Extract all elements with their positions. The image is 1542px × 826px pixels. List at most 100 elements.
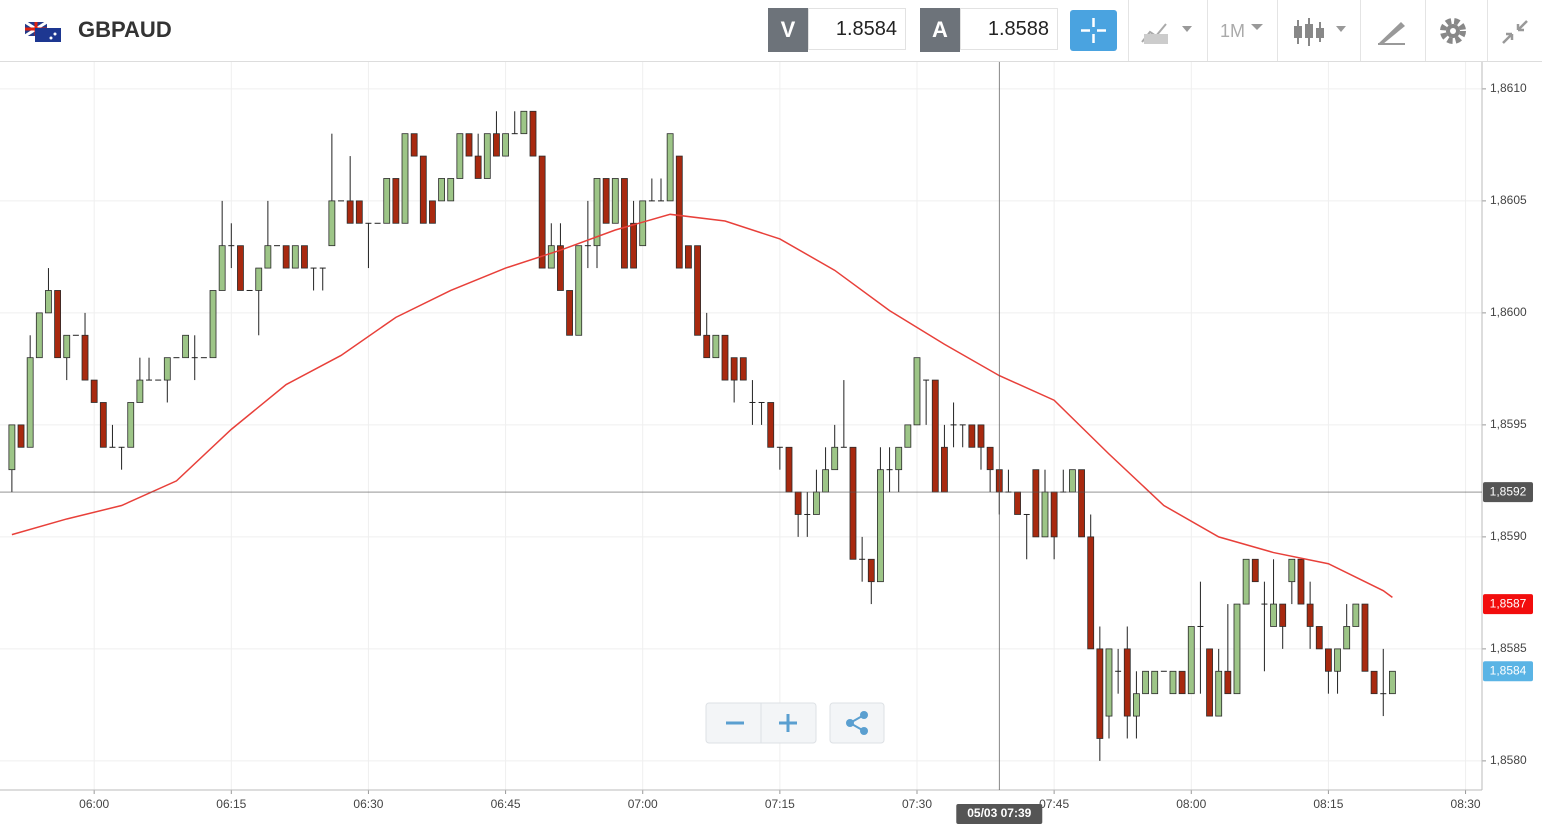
candle-body: [621, 178, 628, 269]
candle-body: [520, 110, 528, 135]
candle-body: [794, 491, 802, 515]
y-tick-label: 1,8580: [1490, 753, 1527, 767]
candle-body: [1297, 558, 1305, 605]
candle-body: [1306, 603, 1314, 627]
separator: [1207, 0, 1208, 61]
share-box: [829, 702, 885, 744]
bid-price: 1.8584: [808, 8, 906, 50]
drawing-tool-button[interactable]: [1375, 18, 1407, 46]
ask-price: 1.8588: [960, 8, 1058, 50]
candle-body: [45, 290, 52, 314]
candle-body: [136, 379, 144, 403]
candle-body: [1288, 558, 1296, 583]
candle-body: [301, 245, 308, 269]
candle-body: [456, 133, 464, 179]
candle-body: [237, 245, 244, 291]
candle-body: [730, 357, 738, 381]
price-marker-label: 1,8587: [1490, 596, 1527, 610]
x-tick-label: 08:00: [1176, 797, 1206, 811]
candle-body: [1014, 491, 1021, 515]
candle-body: [209, 290, 217, 359]
candle-body: [474, 155, 482, 179]
symbol: GBPAUD: [78, 17, 172, 42]
candle-body: [1233, 603, 1241, 695]
candle-body: [355, 200, 363, 224]
separator: [1360, 0, 1361, 61]
y-tick-label: 1,8585: [1490, 641, 1527, 655]
candle-body: [419, 155, 427, 224]
candle-body: [163, 357, 171, 381]
candle-body: [1087, 536, 1095, 650]
candle-body: [931, 379, 939, 493]
candle-body: [1279, 603, 1287, 627]
crosshair-time-box: [956, 804, 1043, 824]
y-tick-label: 1,8600: [1490, 305, 1527, 319]
ask-label[interactable]: A: [920, 8, 960, 52]
y-tick-label: 1,8595: [1490, 417, 1527, 431]
candle-body: [465, 133, 473, 157]
candle-body: [575, 245, 583, 336]
candle-body: [1325, 648, 1332, 672]
candle-body: [593, 178, 601, 247]
chart: 1,8580 1,8585 1,8590 1,8595 1,8600 1,8605 1,86…: [0, 62, 1533, 824]
candle-body: [1041, 491, 1049, 538]
candle-body: [1123, 648, 1131, 717]
x-tick-label: 06:00: [79, 797, 109, 811]
candle-body: [99, 402, 107, 448]
dropdown-icon: [1251, 24, 1263, 30]
x-tick-label: 08:15: [1313, 797, 1343, 811]
candle-body: [182, 334, 189, 359]
candle-body: [1178, 670, 1186, 695]
settings-button[interactable]: [1438, 16, 1468, 46]
candle-body: [410, 133, 418, 157]
x-tick-label: 07:00: [628, 797, 658, 811]
candle-body: [1215, 670, 1223, 717]
candle-body: [1133, 693, 1140, 717]
candle-body: [493, 133, 500, 157]
candle-body: [1270, 603, 1277, 627]
zoom-in-button[interactable]: [779, 714, 797, 732]
candle-body: [557, 245, 564, 291]
candle-body: [904, 424, 912, 448]
candle-body: [941, 446, 948, 493]
candle-body: [666, 133, 674, 202]
candle-body: [447, 178, 455, 202]
price-marker-box: [1483, 482, 1533, 503]
crosshair-time-label: 05/03 07:39: [967, 806, 1031, 820]
candle-body: [721, 334, 729, 381]
candle-body: [218, 245, 226, 291]
price-marker-box: [1483, 594, 1533, 615]
candle-body: [1315, 626, 1323, 650]
candle-body: [429, 200, 436, 224]
candle-body: [81, 334, 89, 381]
candle-body: [392, 178, 400, 224]
candle-body: [877, 469, 884, 583]
candle-body: [913, 357, 921, 426]
candle-body: [895, 446, 903, 471]
timeframe-button[interactable]: 1M: [1220, 21, 1246, 41]
x-tick-label: 07:45: [1039, 797, 1069, 811]
candle-body: [785, 446, 793, 493]
candle-body: [1224, 670, 1232, 695]
candle-type-button[interactable]: [1292, 16, 1348, 48]
share-button[interactable]: [846, 711, 868, 735]
candle-body: [1151, 670, 1159, 695]
candle-body: [529, 110, 537, 157]
chart-type-button[interactable]: [1140, 18, 1196, 46]
price-marker-label: 1,8584: [1490, 663, 1527, 677]
candle-body: [1105, 648, 1113, 717]
x-tick-label: 06:15: [216, 797, 246, 811]
candle-body: [438, 178, 445, 202]
crosshair-button[interactable]: [1070, 10, 1117, 51]
candle-body: [703, 334, 711, 359]
x-tick-label: 06:45: [491, 797, 521, 811]
candle-body: [328, 200, 336, 247]
candle-body: [977, 424, 985, 448]
bid-label[interactable]: V: [768, 8, 808, 52]
candle-body: [630, 222, 637, 269]
candle-body: [291, 245, 299, 269]
candle-body: [17, 424, 25, 448]
collapse-button[interactable]: [1500, 18, 1530, 46]
candle-body: [685, 245, 692, 269]
